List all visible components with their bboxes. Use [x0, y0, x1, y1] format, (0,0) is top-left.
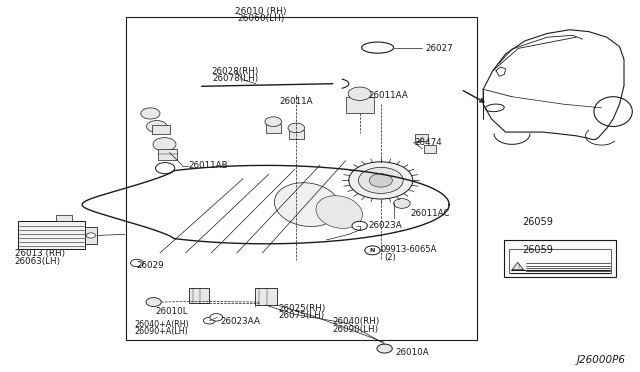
Text: 26011AA: 26011AA [368, 91, 408, 100]
Bar [415, 134, 428, 141]
Bar [424, 145, 436, 153]
Text: 26023AA: 26023AA [221, 317, 261, 326]
Bar [289, 130, 304, 139]
Text: 26011A: 26011A [280, 97, 313, 106]
Text: 26011AB: 26011AB [189, 161, 228, 170]
Circle shape [147, 121, 167, 132]
Circle shape [86, 233, 95, 238]
Text: 26059: 26059 [522, 245, 553, 255]
Bar [255, 288, 277, 305]
Circle shape [377, 344, 392, 353]
Text: 28474: 28474 [415, 138, 442, 147]
Circle shape [131, 259, 143, 267]
Circle shape [156, 163, 175, 174]
Circle shape [349, 162, 413, 199]
Text: 26010L: 26010L [156, 307, 188, 315]
Circle shape [204, 317, 215, 324]
Text: 26060(LH): 26060(LH) [237, 14, 285, 23]
Polygon shape [512, 262, 524, 270]
Circle shape [141, 108, 160, 119]
Ellipse shape [362, 42, 394, 53]
Text: 26059: 26059 [522, 217, 553, 227]
Text: 26013 (RH): 26013 (RH) [15, 249, 65, 258]
Ellipse shape [485, 104, 504, 112]
Text: !: ! [517, 264, 520, 269]
Text: J26000P6: J26000P6 [577, 355, 626, 365]
Text: 26027: 26027 [426, 44, 453, 53]
Bar [509, 249, 611, 273]
Text: 26063(LH): 26063(LH) [15, 257, 61, 266]
Circle shape [210, 314, 223, 321]
Circle shape [153, 138, 176, 151]
Bar [504, 240, 616, 277]
Bar [126, 17, 477, 340]
Bar [158, 149, 177, 160]
Circle shape [394, 199, 410, 208]
Circle shape [146, 298, 161, 307]
Circle shape [265, 117, 282, 126]
Ellipse shape [275, 183, 340, 227]
Text: N: N [370, 248, 375, 253]
Bar [189, 288, 209, 303]
Bar [18, 221, 85, 249]
Text: 26028(RH): 26028(RH) [212, 67, 259, 76]
Text: 26040+A(RH): 26040+A(RH) [134, 320, 189, 329]
Text: (2): (2) [384, 253, 396, 262]
Text: 26090(LH): 26090(LH) [333, 325, 379, 334]
Text: 26010 (RH): 26010 (RH) [236, 7, 287, 16]
Ellipse shape [316, 196, 362, 228]
Text: 26040(RH): 26040(RH) [333, 317, 380, 326]
Ellipse shape [594, 97, 632, 126]
Circle shape [365, 246, 380, 255]
Circle shape [358, 167, 403, 193]
Text: 26075(LH): 26075(LH) [278, 311, 324, 320]
Circle shape [369, 174, 392, 187]
Bar [266, 124, 281, 133]
Text: 26090+A(LH): 26090+A(LH) [134, 327, 188, 336]
Text: 26078(LH): 26078(LH) [212, 74, 259, 83]
Bar [346, 97, 374, 113]
Bar [152, 125, 170, 134]
Text: 09913-6065A: 09913-6065A [381, 245, 437, 254]
Text: 26029: 26029 [136, 261, 164, 270]
Circle shape [288, 123, 305, 133]
Text: 26025(RH): 26025(RH) [278, 304, 326, 313]
Text: 26023A: 26023A [369, 221, 403, 230]
Bar [56, 215, 72, 221]
Bar [85, 227, 97, 244]
Circle shape [348, 87, 371, 100]
Circle shape [352, 221, 367, 230]
Text: 26010A: 26010A [396, 348, 429, 357]
Text: 26011AC: 26011AC [411, 209, 451, 218]
